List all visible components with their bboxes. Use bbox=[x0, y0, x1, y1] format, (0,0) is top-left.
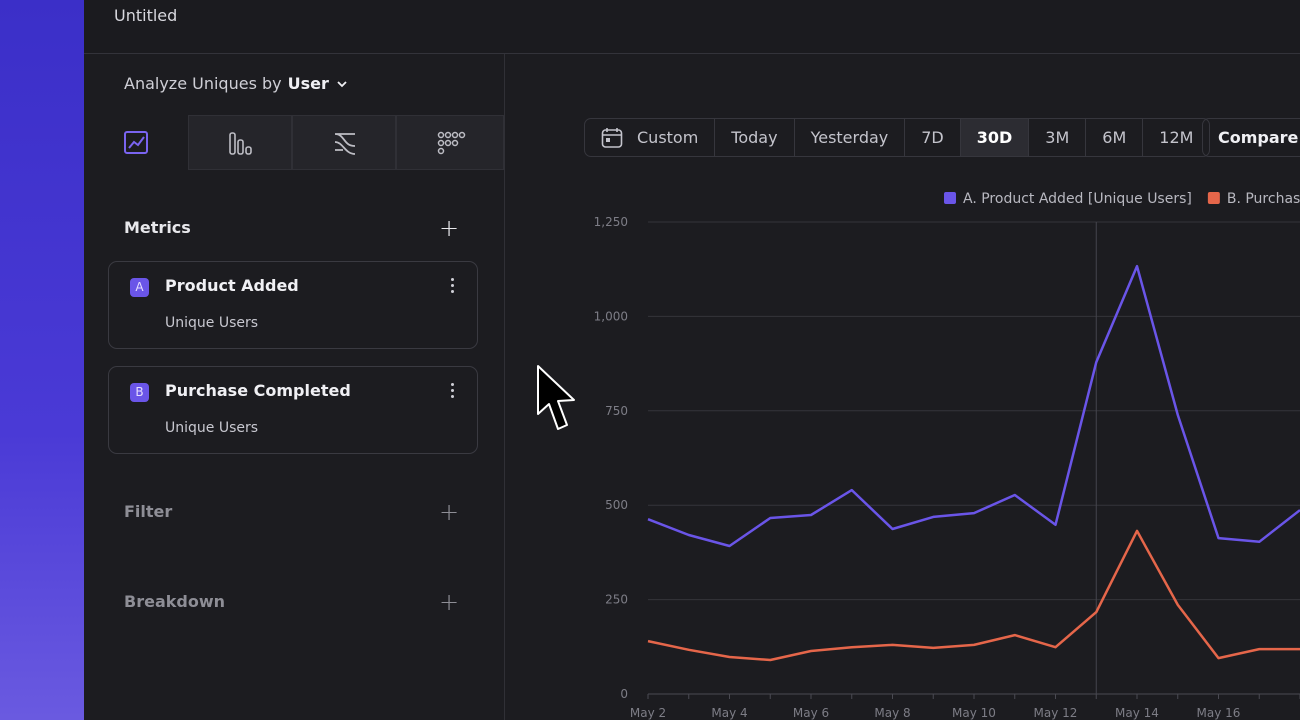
tab-insights[interactable] bbox=[84, 115, 188, 170]
date-option-label: 12M bbox=[1159, 128, 1193, 147]
date-option[interactable]: 3M bbox=[1028, 119, 1085, 156]
date-option[interactable]: 6M bbox=[1085, 119, 1142, 156]
top-bar: Untitled bbox=[84, 0, 1300, 54]
analyze-by: Analyze Uniques by User bbox=[124, 74, 349, 93]
y-tick-label: 0 bbox=[620, 687, 628, 701]
x-tick-label: May 12 bbox=[1034, 706, 1078, 720]
y-tick-label: 750 bbox=[605, 404, 628, 418]
metric-letter: B bbox=[130, 383, 149, 402]
legend-label: B. Purchase Completed [Unique Users] bbox=[1227, 191, 1300, 207]
analyze-label: Analyze Uniques by bbox=[124, 74, 282, 93]
breakdown-title: Breakdown bbox=[124, 592, 225, 611]
date-option-label: 7D bbox=[921, 128, 944, 147]
date-option[interactable]: 12M bbox=[1142, 119, 1209, 156]
metric-name: Purchase Completed bbox=[165, 381, 351, 400]
date-option[interactable]: 7D bbox=[904, 119, 960, 156]
x-tick-label: May 8 bbox=[874, 706, 910, 720]
metric-letter: A bbox=[130, 278, 149, 297]
date-option[interactable]: Custom bbox=[585, 119, 714, 156]
series-line bbox=[648, 266, 1300, 546]
date-option[interactable]: Today bbox=[714, 119, 793, 156]
metric-measure[interactable]: Unique Users bbox=[165, 315, 258, 331]
x-tick-label: May 4 bbox=[711, 706, 747, 720]
tab-icon bbox=[397, 116, 505, 171]
series-line bbox=[648, 531, 1300, 660]
metric-menu[interactable] bbox=[451, 278, 455, 296]
legend-label: A. Product Added [Unique Users] bbox=[963, 191, 1192, 207]
metric-name: Product Added bbox=[165, 276, 299, 295]
sidebar: Analyze Uniques by User Metrics + A Produ… bbox=[84, 54, 505, 720]
calendar-icon bbox=[601, 127, 623, 149]
report-title[interactable]: Untitled bbox=[114, 6, 177, 25]
metric-card[interactable]: A Product Added Unique Users bbox=[108, 261, 478, 349]
date-option-label: Today bbox=[731, 128, 777, 147]
x-tick-label: May 6 bbox=[793, 706, 829, 720]
date-option[interactable]: 30D bbox=[960, 119, 1029, 156]
tab-icon bbox=[84, 115, 188, 170]
tab-funnels[interactable] bbox=[188, 115, 292, 170]
tab-icon bbox=[189, 116, 293, 171]
x-tick-label: May 16 bbox=[1197, 706, 1241, 720]
date-option-label: Yesterday bbox=[811, 128, 889, 147]
analyze-value[interactable]: User bbox=[288, 74, 329, 93]
dropdown-caret bbox=[335, 79, 349, 89]
background-edge bbox=[0, 0, 84, 720]
date-option-label: 6M bbox=[1102, 128, 1126, 147]
add-metric[interactable]: + bbox=[439, 216, 459, 240]
legend-swatch bbox=[944, 192, 956, 204]
add-breakdown[interactable]: + bbox=[439, 590, 459, 614]
date-range: Custom Today Yesterday 7D 30D 3M 6M 12M bbox=[584, 118, 1210, 157]
date-option-label: Custom bbox=[637, 128, 698, 147]
tab-icon bbox=[293, 116, 397, 171]
add-filter[interactable]: + bbox=[439, 500, 459, 524]
compare-button[interactable]: Compare bbox=[1202, 118, 1300, 157]
filter-title: Filter bbox=[124, 502, 172, 521]
y-tick-label: 1,000 bbox=[594, 309, 628, 323]
x-tick-label: May 10 bbox=[952, 706, 996, 720]
x-tick-label: May 2 bbox=[630, 706, 666, 720]
y-tick-label: 1,250 bbox=[594, 215, 628, 229]
x-tick-label: May 14 bbox=[1115, 706, 1159, 720]
date-option-label: 30D bbox=[977, 128, 1013, 147]
date-option-label: 3M bbox=[1045, 128, 1069, 147]
metrics-title: Metrics bbox=[124, 218, 191, 237]
y-tick-label: 500 bbox=[605, 498, 628, 512]
metric-card[interactable]: B Purchase Completed Unique Users bbox=[108, 366, 478, 454]
tab-flows[interactable] bbox=[292, 115, 396, 170]
mouse-cursor bbox=[538, 366, 574, 429]
metric-measure[interactable]: Unique Users bbox=[165, 420, 258, 436]
tab-retention[interactable] bbox=[396, 115, 504, 170]
y-tick-label: 250 bbox=[605, 593, 628, 607]
legend-swatch bbox=[1208, 192, 1220, 204]
metric-menu[interactable] bbox=[451, 383, 455, 401]
date-option[interactable]: Yesterday bbox=[794, 119, 905, 156]
